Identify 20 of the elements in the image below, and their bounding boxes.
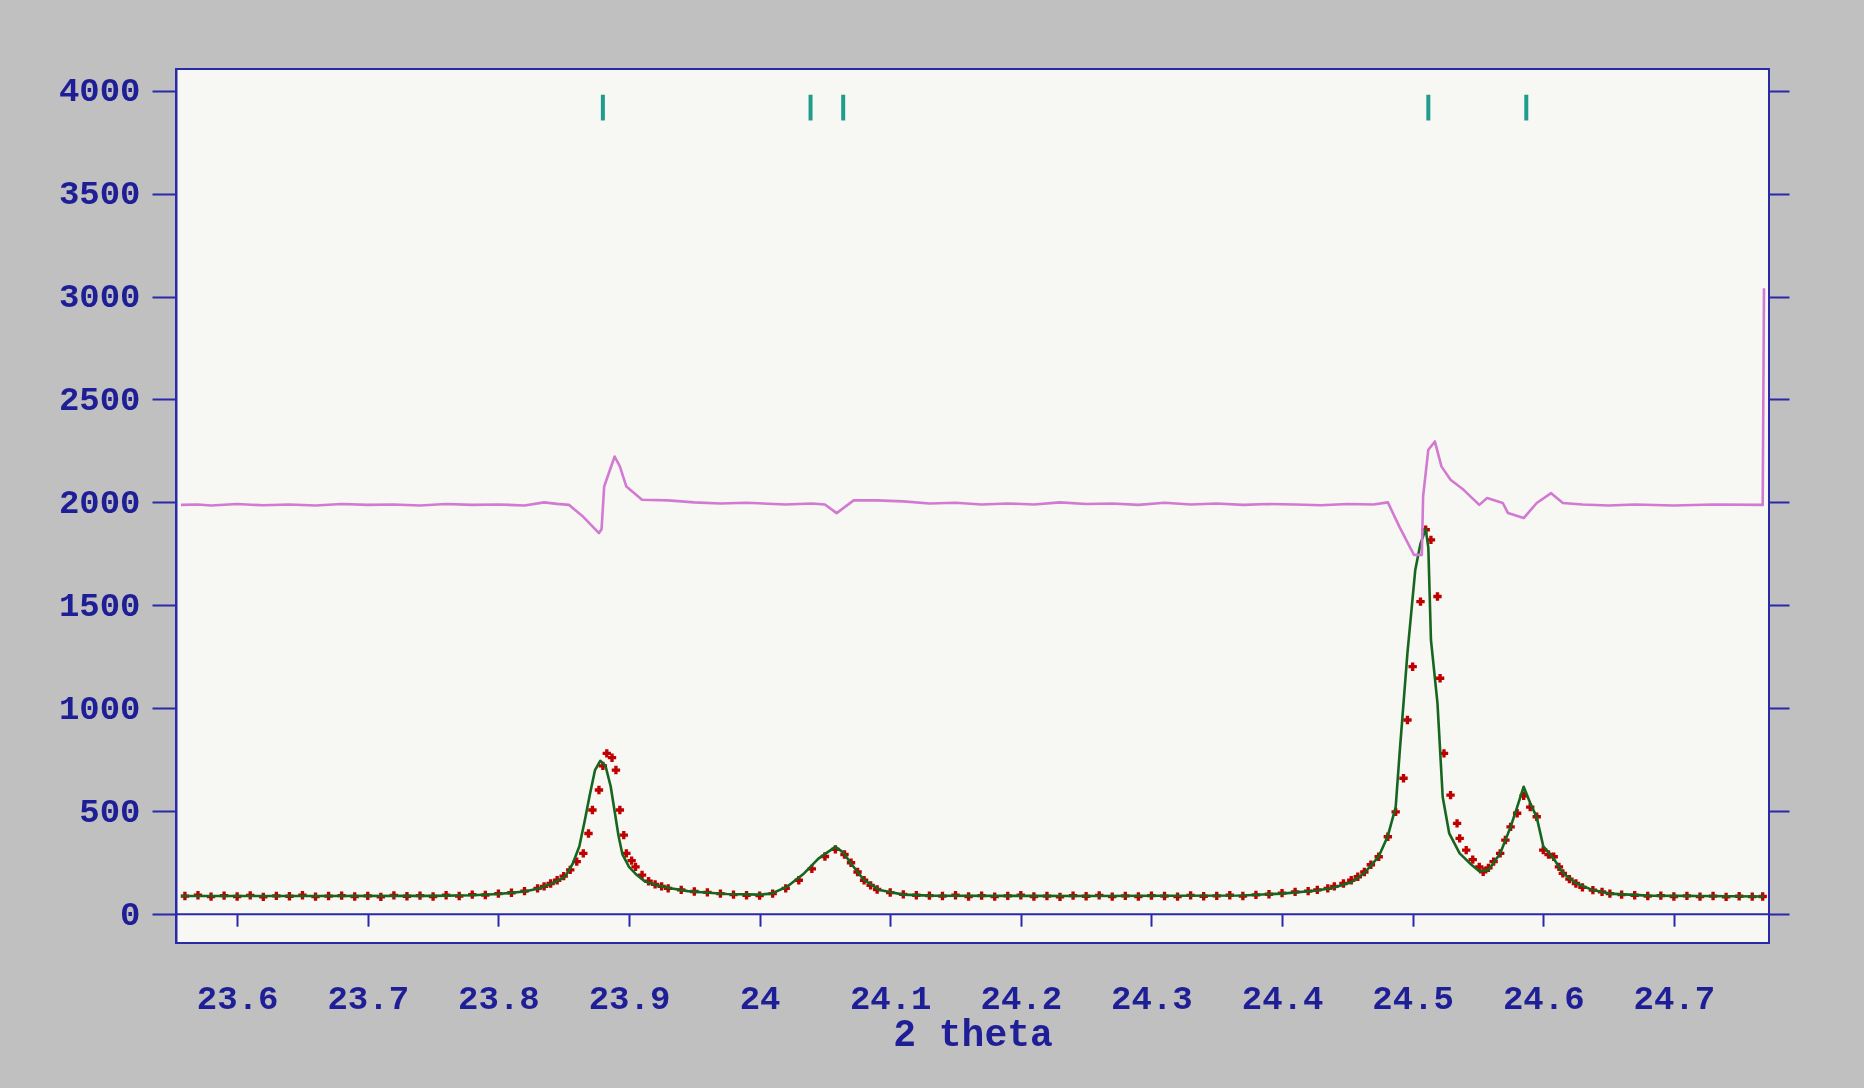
x-tick-label: 23.7 (327, 980, 410, 1019)
y-tick-label: 500 (79, 793, 141, 832)
x-tick-label: 24 (739, 980, 781, 1019)
x-tick-label: 24.4 (1241, 980, 1324, 1019)
x-tick-label: 24.3 (1111, 980, 1193, 1019)
y-tick-label: 2500 (58, 381, 141, 420)
x-tick-label: 24.6 (1502, 980, 1585, 1019)
y-tick-label: 1000 (58, 690, 141, 729)
y-tick-label: 4000 (58, 73, 141, 112)
x-tick-label: 24.5 (1372, 980, 1454, 1019)
x-tick-label: 23.8 (458, 980, 540, 1019)
y-tick-label: 3500 (58, 176, 141, 215)
y-tick-label: 1500 (58, 587, 141, 626)
x-tick-label: 23.6 (196, 980, 279, 1019)
line-series (179, 286, 1766, 557)
y-tick-label: 2000 (58, 484, 141, 523)
y-tick-label: 0 (120, 896, 141, 935)
y-tick-label: 3000 (58, 279, 141, 318)
x-tick-label: 24.7 (1633, 980, 1716, 1019)
x-tick-label: 23.9 (588, 980, 671, 1019)
